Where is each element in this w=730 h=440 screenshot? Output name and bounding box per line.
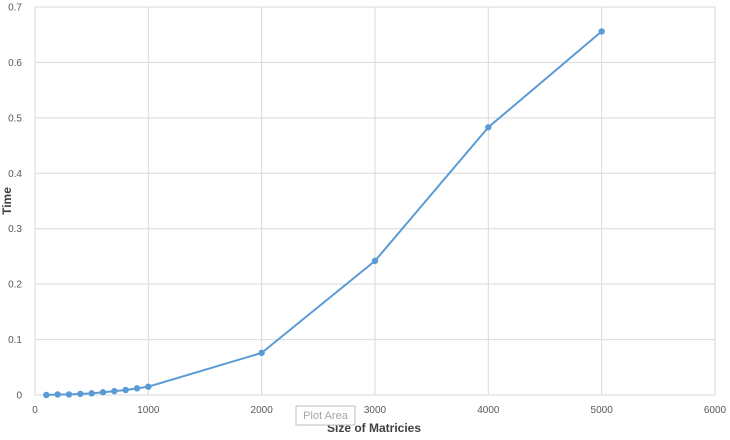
- tooltip-box: [295, 405, 356, 426]
- data-point[interactable]: [65, 391, 73, 398]
- y-tick-label: 0.1: [8, 335, 22, 346]
- x-tick-label: 6000: [704, 405, 727, 416]
- data-point[interactable]: [258, 349, 265, 357]
- y-tick-label: 0.6: [8, 58, 22, 69]
- y-axis-title: Time: [0, 187, 14, 215]
- data-point[interactable]: [485, 124, 492, 131]
- x-tick-label: 2000: [251, 405, 274, 416]
- data-point[interactable]: [145, 383, 152, 390]
- tick-labels: 0 1000 2000 3000 4000 5000 6000 0 0.1 0.2 0.3 0.4 0.…: [8, 3, 726, 417]
- y-tick-label: 0: [16, 391, 22, 402]
- data-point[interactable]: [88, 390, 95, 397]
- data-point[interactable]: [99, 389, 107, 396]
- data-point[interactable]: [122, 386, 129, 394]
- data-point[interactable]: [111, 387, 118, 395]
- plot-area-border: [34, 6, 716, 396]
- y-tick-label: 0.2: [8, 280, 22, 291]
- x-tick-label: 0: [32, 405, 38, 416]
- y-tick-label: 0.5: [8, 113, 22, 124]
- data-point[interactable]: [77, 390, 84, 398]
- y-tick-label: 0.7: [8, 3, 22, 14]
- data-point[interactable]: [598, 28, 605, 35]
- x-tick-label: 4000: [477, 405, 500, 416]
- x-tick-label: 1000: [137, 405, 160, 416]
- gridlines: [34, 6, 716, 396]
- x-tick-label: 3000: [364, 405, 387, 416]
- series-line: [46, 30, 603, 396]
- tooltip-text: Plot Area: [303, 410, 349, 422]
- data-point[interactable]: [371, 257, 379, 265]
- data-series: [43, 28, 605, 399]
- data-point[interactable]: [43, 391, 50, 399]
- plot-area-tooltip: Plot Area: [295, 405, 356, 426]
- data-point[interactable]: [133, 385, 141, 392]
- x-tick-label: 5000: [591, 405, 614, 416]
- y-tick-label: 0.4: [8, 169, 22, 180]
- data-point[interactable]: [54, 391, 61, 398]
- y-tick-label: 0.3: [8, 224, 22, 235]
